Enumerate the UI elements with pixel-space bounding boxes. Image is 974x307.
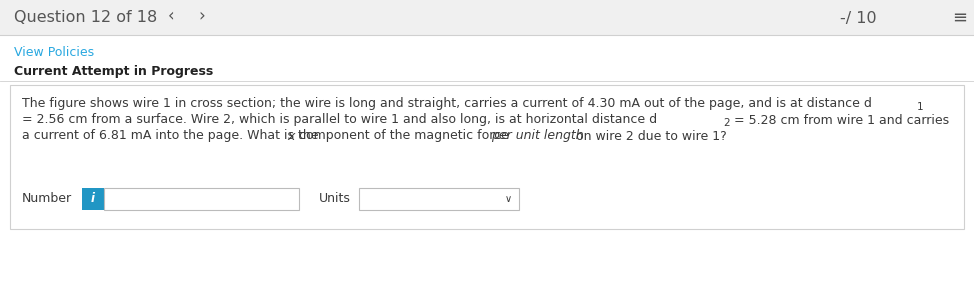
Text: ∨: ∨ xyxy=(505,194,512,204)
FancyBboxPatch shape xyxy=(10,85,964,229)
FancyBboxPatch shape xyxy=(359,188,519,210)
Text: ›: › xyxy=(198,7,205,25)
Text: Question 12 of 18: Question 12 of 18 xyxy=(14,10,157,25)
Text: x: x xyxy=(287,130,294,142)
Text: = 2.56 cm from a surface. Wire 2, which is parallel to wire 1 and also long, is : = 2.56 cm from a surface. Wire 2, which … xyxy=(22,114,657,126)
Text: = 5.28 cm from wire 1 and carries: = 5.28 cm from wire 1 and carries xyxy=(730,114,949,126)
Bar xyxy=(0,35,974,307)
Text: View Policies: View Policies xyxy=(14,45,94,59)
Text: ≡: ≡ xyxy=(952,9,967,27)
Text: on wire 2 due to wire 1?: on wire 2 due to wire 1? xyxy=(572,130,727,142)
Text: a current of 6.81 mA into the page. What is the: a current of 6.81 mA into the page. What… xyxy=(22,130,322,142)
FancyBboxPatch shape xyxy=(82,188,104,210)
Text: Current Attempt in Progress: Current Attempt in Progress xyxy=(14,64,213,77)
Text: component of the magnetic force: component of the magnetic force xyxy=(295,130,513,142)
Text: i: i xyxy=(91,192,95,205)
Text: 2: 2 xyxy=(723,118,730,127)
Text: -/ 10: -/ 10 xyxy=(840,10,877,25)
FancyBboxPatch shape xyxy=(104,188,299,210)
Text: Units: Units xyxy=(319,192,351,205)
Text: Number: Number xyxy=(22,192,72,205)
Text: The figure shows wire 1 in cross section; the wire is long and straight, carries: The figure shows wire 1 in cross section… xyxy=(22,98,872,111)
Text: 1: 1 xyxy=(917,102,923,111)
Text: per unit length: per unit length xyxy=(491,130,583,142)
Bar xyxy=(0,0,974,35)
Text: ‹: ‹ xyxy=(168,7,174,25)
